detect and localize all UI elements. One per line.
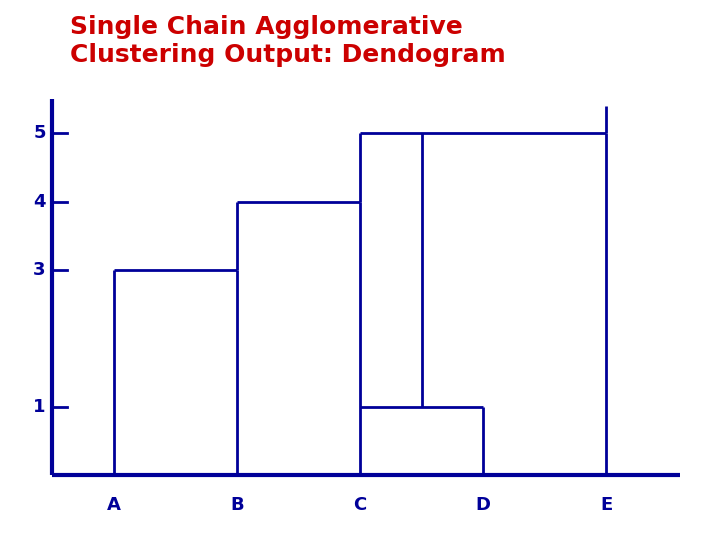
Text: C: C [354, 496, 366, 514]
Text: 5: 5 [33, 124, 46, 142]
Text: E: E [600, 496, 613, 514]
Text: B: B [230, 496, 243, 514]
Text: 1: 1 [33, 397, 46, 416]
Text: D: D [476, 496, 491, 514]
Text: Single Chain Agglomerative
Clustering Output: Dendogram: Single Chain Agglomerative Clustering Ou… [71, 15, 506, 67]
Text: 3: 3 [33, 261, 46, 279]
Text: A: A [107, 496, 120, 514]
Text: 4: 4 [33, 193, 46, 211]
